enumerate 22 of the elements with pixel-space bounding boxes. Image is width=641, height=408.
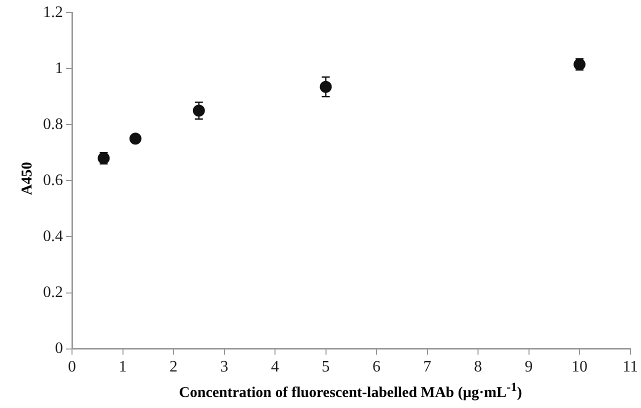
y-tick-label: 0.2 (43, 284, 63, 301)
x-tick-label: 9 (524, 358, 533, 376)
y-axis-title: A450 (20, 160, 36, 198)
x-tick-label: 5 (322, 358, 330, 376)
x-tick-label: 0 (68, 358, 76, 376)
x-tick-label: 2 (170, 358, 178, 376)
x-tick-label: 11 (622, 358, 638, 376)
y-tick-label: 0.8 (43, 116, 63, 133)
point (129, 132, 142, 145)
x-axis-title: Concentration of fluorescent-labelled MAb (µg·mL$^{-1}$) (178, 380, 523, 402)
x-tick-label: 6 (372, 358, 381, 376)
y-tick-label: 1 (55, 60, 63, 77)
x-tick-label: 7 (423, 358, 432, 376)
y-tick-label: 1.2 (43, 4, 63, 21)
x-tick-label: 8 (474, 358, 482, 376)
x-tick-label: 10 (572, 358, 588, 376)
x-tick-label: 1 (118, 358, 127, 376)
y-tick-label: 0.4 (43, 228, 63, 245)
x-tick-label: 3 (220, 358, 228, 376)
y-tick-label: 0 (55, 340, 63, 358)
y-tick-label: 0.6 (43, 172, 63, 189)
x-tick-label: 4 (271, 358, 280, 376)
